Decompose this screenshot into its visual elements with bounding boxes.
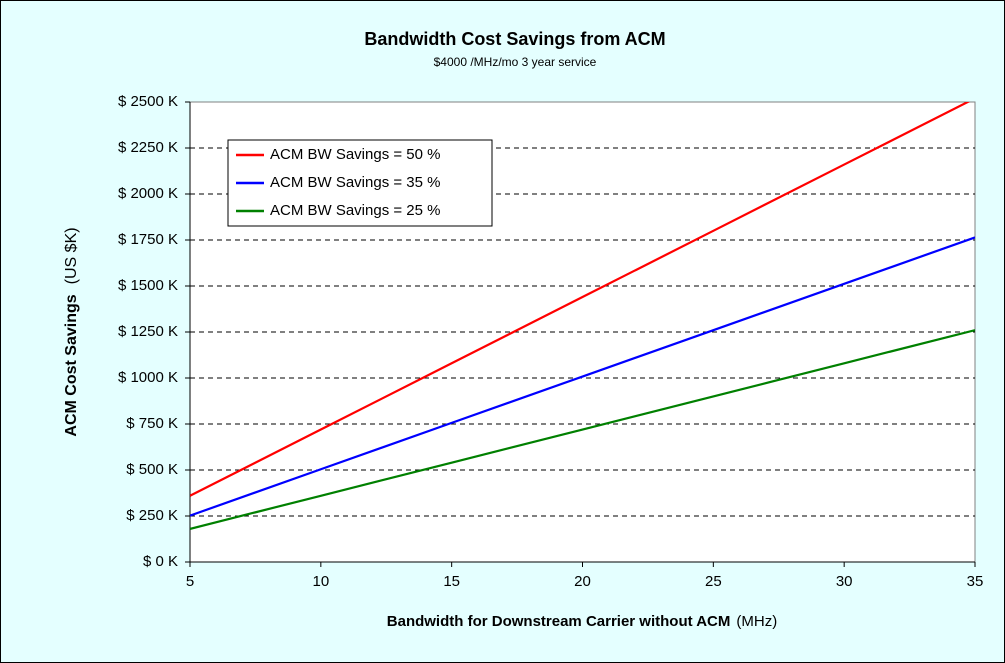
x-tick-label: 5 [186, 573, 194, 590]
x-tick-label: 35 [967, 573, 984, 590]
series-line [190, 329, 975, 530]
x-axis-unit: (MHz) [736, 613, 777, 630]
legend-label: ACM BW Savings = 25 % [270, 202, 440, 219]
legend-label: ACM BW Savings = 35 % [270, 174, 440, 191]
y-tick-label: $ 1500 K [118, 277, 178, 294]
y-tick-label: $ 1250 K [118, 323, 178, 340]
y-tick-label: $ 2500 K [118, 93, 178, 110]
y-axis-unit: (US $K) [63, 227, 80, 284]
x-axis-label: Bandwidth for Downstream Carrier without… [387, 613, 777, 630]
y-tick-label: $ 2000 K [118, 185, 178, 202]
series-line [190, 102, 971, 497]
y-tick-label: $ 750 K [126, 415, 178, 432]
series-group [190, 102, 975, 530]
y-tick-label: $ 250 K [126, 507, 178, 524]
chart-title: Bandwidth Cost Savings from ACM [364, 29, 665, 49]
y-tick-label: $ 1750 K [118, 231, 178, 248]
y-tick-label: $ 2250 K [118, 139, 178, 156]
chart-subtitle: $4000 /MHz/mo 3 year service [434, 55, 597, 69]
x-tick-label: 25 [705, 573, 722, 590]
legend: ACM BW Savings = 50 % ACM BW Savings = 35… [227, 139, 493, 227]
y-tick-label: $ 0 K [143, 553, 178, 570]
series-line [190, 236, 975, 517]
x-tick-label: 15 [443, 573, 460, 590]
y-tick-label: $ 1000 K [118, 369, 178, 386]
y-axis-title: ACM Cost Savings [63, 294, 80, 436]
x-axis-title: Bandwidth for Downstream Carrier without… [387, 613, 731, 630]
x-tick-label: 30 [836, 573, 853, 590]
x-tick-label: 10 [312, 573, 329, 590]
y-axis-label: ACM Cost Savings (US $K) [63, 227, 80, 436]
legend-box [227, 139, 493, 227]
legend-label: ACM BW Savings = 50 % [270, 146, 440, 163]
y-tick-label: $ 500 K [126, 461, 178, 478]
x-tick-label: 20 [574, 573, 591, 590]
